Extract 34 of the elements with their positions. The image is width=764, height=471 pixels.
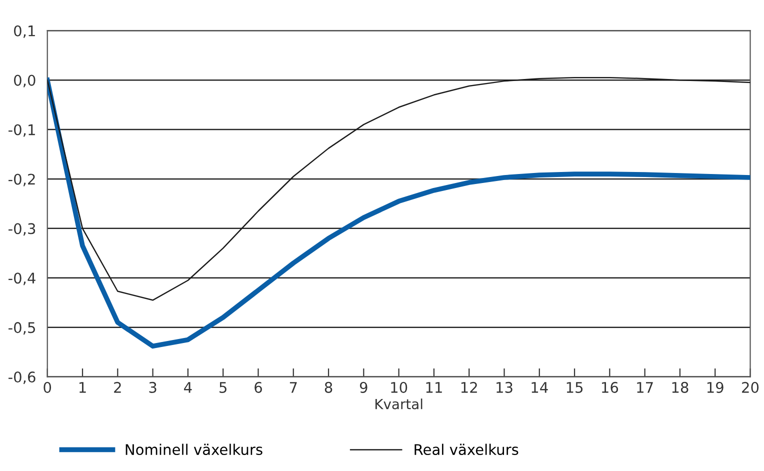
x-axis-title: Kvartal bbox=[375, 398, 422, 410]
x-tick-label: 16 bbox=[602, 382, 618, 393]
line-series bbox=[47, 78, 750, 349]
y-tick-label: -0,1 bbox=[8, 124, 35, 137]
x-tick-label: 0 bbox=[44, 382, 52, 393]
x-tick-label: 1 bbox=[79, 382, 86, 393]
x-tick-label: 20 bbox=[742, 382, 759, 393]
x-tick-label: 17 bbox=[637, 382, 653, 393]
y-tick-label: -0,2 bbox=[8, 174, 35, 186]
x-tick-label: 6 bbox=[254, 382, 262, 393]
x-tick-label: 13 bbox=[496, 382, 512, 393]
x-tick-label: 8 bbox=[324, 382, 332, 393]
x-tick-label: 5 bbox=[220, 382, 226, 393]
x-tick-label: 2 bbox=[114, 382, 121, 393]
y-tick-label: 0,1 bbox=[14, 25, 35, 38]
x-tick-label: 10 bbox=[391, 382, 408, 393]
x-tick-label: 15 bbox=[566, 382, 583, 393]
legend-label: Nominell växelkurs bbox=[126, 444, 262, 456]
x-tick-label: 19 bbox=[707, 382, 724, 393]
y-tick-label: -0,6 bbox=[8, 372, 36, 384]
y-tick-label: -0,3 bbox=[8, 223, 36, 236]
x-tick-label: 7 bbox=[290, 382, 297, 393]
x-tick-label: 11 bbox=[426, 382, 442, 393]
y-tick-label: -0,4 bbox=[8, 272, 36, 286]
x-tick-label: 14 bbox=[532, 382, 548, 393]
x-tick-label: 18 bbox=[672, 382, 688, 393]
x-tick-label: 12 bbox=[461, 382, 477, 393]
x-tick-label: 4 bbox=[184, 382, 192, 393]
x-tick-label: 9 bbox=[360, 382, 368, 393]
y-tick-label: -0,5 bbox=[8, 322, 35, 335]
legend-label: Real växelkurs bbox=[414, 444, 518, 456]
y-tick-label: 0,0 bbox=[14, 74, 36, 88]
x-tick-label: 3 bbox=[149, 382, 156, 393]
line-series bbox=[47, 76, 750, 301]
